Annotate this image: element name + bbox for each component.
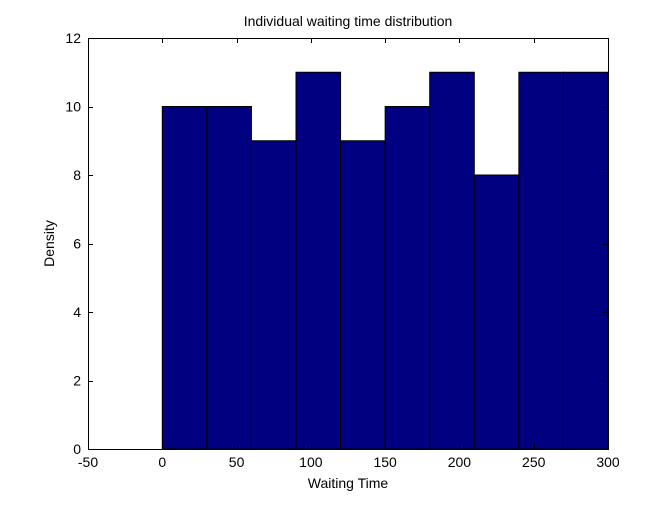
x-tick-label: 250 [522, 454, 546, 470]
histogram-bar-8 [473, 174, 520, 450]
histogram-bar-2 [206, 106, 252, 450]
histogram-bar-10 [562, 71, 609, 450]
y-tick-label: 12 [65, 30, 81, 46]
y-tick-label: 0 [73, 441, 81, 457]
y-tick-label: 10 [65, 99, 81, 115]
x-tick-label: -50 [78, 454, 98, 470]
histogram-bar-9 [518, 71, 564, 450]
histogram-bar-5 [340, 140, 386, 450]
x-tick-label: 300 [596, 454, 620, 470]
x-tick-label: 0 [158, 454, 166, 470]
x-tick-label: 50 [229, 454, 245, 470]
y-tick-label: 8 [73, 167, 81, 183]
x-tick-label: 200 [448, 454, 472, 470]
histogram-bar-1 [161, 106, 208, 450]
y-tick-label: 2 [73, 373, 81, 389]
y-axis-label: Density [41, 220, 57, 267]
x-tick-label: 150 [373, 454, 397, 470]
histogram-bar-7 [429, 71, 475, 450]
x-tick-label: 100 [299, 454, 323, 470]
x-axis-label: Waiting Time [308, 475, 389, 491]
x-axis-ticks: -50 0 50 100 150 200 250 300 [78, 38, 620, 470]
histogram-bar-4 [295, 71, 342, 450]
y-tick-label: 4 [73, 304, 81, 320]
histogram-bar-6 [384, 106, 431, 450]
bars-group [161, 71, 609, 450]
y-axis-ticks: 0 2 4 6 8 10 12 [65, 30, 608, 457]
histogram-bar-3 [250, 140, 297, 450]
y-tick-label: 6 [73, 236, 81, 252]
chart-title: Individual waiting time distribution [244, 13, 453, 29]
